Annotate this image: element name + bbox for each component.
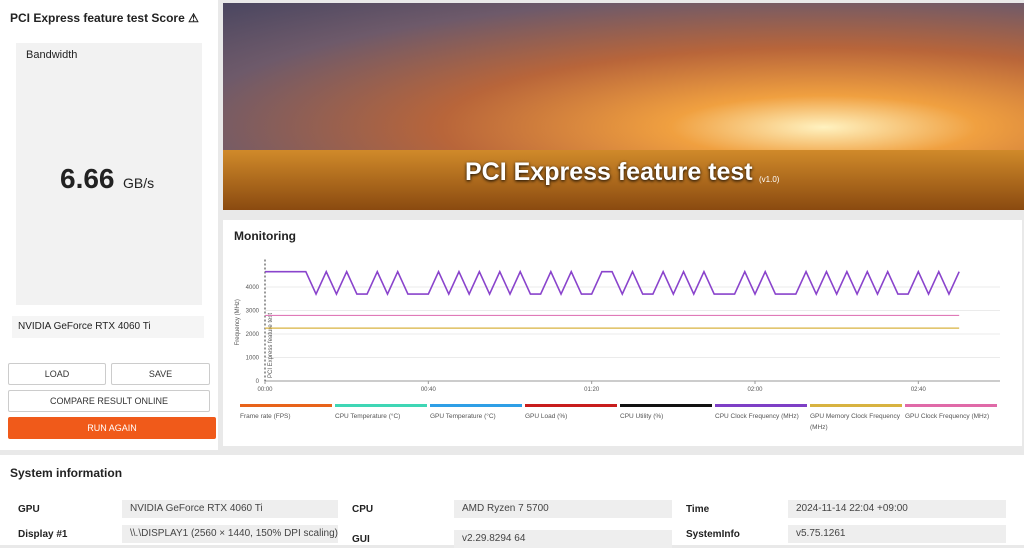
legend-label: GPU Temperature (°C): [430, 413, 496, 420]
monitoring-panel: Monitoring 0 1000 2000 3000 4000 00:00 00:40 01…: [223, 220, 1022, 446]
info-label: CPU: [352, 504, 374, 515]
gpu-name: NVIDIA GeForce RTX 4060 Ti: [12, 316, 204, 338]
x-tick-label: 02:00: [747, 387, 763, 393]
legend-item: CPU Utility (%): [620, 404, 715, 433]
legend-swatch: [240, 404, 332, 407]
score-panel: PCI Express feature test Score ⚠ Bandwid…: [0, 0, 218, 450]
legend-label: GPU Load (%): [525, 413, 568, 420]
chart: 0 1000 2000 3000 4000 00:00 00:40 01:20 02:00 02:…: [235, 259, 1000, 393]
legend-item: GPU Temperature (°C): [430, 404, 525, 433]
x-tick-label: 00:00: [257, 387, 273, 393]
marker-label: PCI Express feature test: [268, 313, 274, 378]
legend: Frame rate (FPS) CPU Temperature (°C) GPU …: [240, 404, 1000, 433]
x-tick-label: 01:20: [584, 387, 600, 393]
series-line: [265, 269, 960, 296]
legend-swatch: [430, 404, 522, 407]
y-tick-label: 3000: [246, 309, 260, 315]
banner-version: (v1.0): [759, 175, 780, 184]
info-label: GPU: [18, 504, 40, 515]
compare-button[interactable]: COMPARE RESULT ONLINE: [8, 390, 210, 412]
run-again-button[interactable]: RUN AGAIN: [8, 417, 216, 439]
score: 6.66: [60, 163, 115, 194]
legend-item: GPU Load (%): [525, 404, 620, 433]
unit: GB/s: [123, 175, 155, 191]
legend-swatch: [715, 404, 807, 407]
y-axis-label: Frequency (MHz): [235, 299, 241, 345]
metric: Bandwidth: [26, 49, 78, 61]
monitoring-title: Monitoring: [234, 229, 296, 243]
score-title-text: PCI Express feature test Score: [10, 11, 185, 25]
info-value: v5.75.1261: [788, 525, 1006, 543]
system-info-title: System information: [10, 466, 123, 480]
banner: PCI Express feature test (v1.0): [223, 3, 1024, 210]
legend-label: CPU Temperature (°C): [335, 413, 401, 420]
x-tick-label: 02:40: [911, 387, 927, 393]
legend-label: CPU Utility (%): [620, 413, 664, 420]
score-box: Bandwidth 6.66 GB/s: [16, 43, 202, 305]
system-info: System information GPU NVIDIA GeForce RTX…: [0, 455, 1024, 548]
legend-label: GPU Clock Frequency (MHz): [905, 413, 990, 420]
info-value: AMD Ryzen 7 5700: [454, 500, 672, 518]
info-label: Time: [686, 504, 710, 515]
info-label: SystemInfo: [686, 529, 740, 540]
y-tick-label: 2000: [246, 332, 260, 338]
legend-swatch: [335, 404, 427, 407]
save-button[interactable]: SAVE: [111, 363, 210, 385]
banner-field: [223, 150, 1024, 210]
y-tick-label: 1000: [246, 356, 260, 362]
score-title: PCI Express feature test Score ⚠: [10, 11, 199, 25]
legend-item: Frame rate (FPS): [240, 404, 335, 433]
legend-item: GPU Clock Frequency (MHz): [905, 404, 1000, 433]
info-label: Display #1: [18, 529, 68, 540]
load-button[interactable]: LOAD: [8, 363, 106, 385]
info-value: v2.29.8294 64: [454, 530, 672, 548]
legend-item: CPU Temperature (°C): [335, 404, 430, 433]
legend-swatch: [620, 404, 712, 407]
legend-label: CPU Clock Frequency (MHz): [715, 413, 799, 420]
legend-label: Frame rate (FPS): [240, 413, 291, 420]
legend-swatch: [905, 404, 997, 407]
legend-swatch: [525, 404, 617, 407]
banner-title: PCI Express feature test: [465, 158, 753, 186]
legend-item: CPU Clock Frequency (MHz): [715, 404, 810, 433]
info-value: NVIDIA GeForce RTX 4060 Ti: [122, 500, 338, 518]
info-value: \\.\DISPLAY1 (2560 × 1440, 150% DPI scal…: [122, 525, 338, 543]
y-tick-label: 0: [256, 379, 260, 385]
x-tick-label: 00:40: [421, 387, 437, 393]
legend-swatch: [810, 404, 902, 407]
info-value: 2024-11-14 22:04 +09:00: [788, 500, 1006, 518]
legend-label: GPU Memory Clock Frequency (MHz): [810, 413, 900, 431]
legend-item: GPU Memory Clock Frequency (MHz): [810, 404, 905, 433]
y-tick-label: 4000: [246, 285, 260, 291]
info-label: GUI: [352, 534, 370, 545]
